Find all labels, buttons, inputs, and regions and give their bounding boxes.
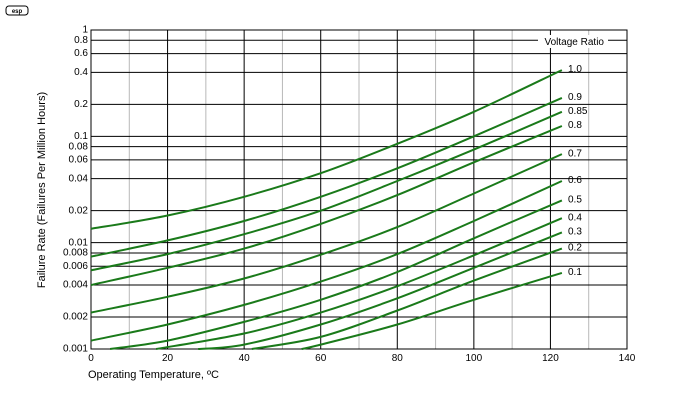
x-tick-label: 40: [239, 353, 251, 364]
series-line-0.8: [90, 125, 563, 286]
y-tick-label: 0.008: [63, 248, 88, 259]
series-label-0.7: 0.7: [568, 148, 582, 159]
series-label-0.8: 0.8: [568, 120, 582, 131]
series-label-0.4: 0.4: [568, 212, 582, 223]
series-labels: 1.0 0.9 0.85 0.8 0.7 0.6 0.5 0.4 0.3 0.2 0.1: [568, 64, 588, 278]
y-tick-label: 0.2: [74, 99, 88, 110]
y-tick-label: 0.004: [63, 280, 88, 291]
series-label-1.0: 1.0: [568, 64, 582, 75]
x-tick-label: 20: [162, 353, 174, 364]
series-line-0.5: [109, 199, 563, 350]
x-axis-title: Operating Temperature, ºC: [88, 369, 219, 381]
x-tick-label: 80: [392, 353, 404, 364]
series-line-0.9: [90, 96, 563, 258]
series-label-0.3: 0.3: [568, 227, 582, 238]
legend-title-background: [538, 35, 608, 48]
series-label-0.5: 0.5: [568, 194, 582, 205]
x-tick-label: 140: [619, 353, 636, 364]
y-tick-label: 0.006: [63, 261, 88, 272]
x-tick-label: 0: [88, 353, 94, 364]
series-line-0.2: [251, 247, 563, 350]
y-tick-label: 1: [82, 25, 88, 36]
series-line-0.6: [90, 180, 563, 342]
y-tick-label: 0.6: [74, 48, 88, 59]
series-line-0.1: [301, 271, 563, 350]
series-line-0.7: [90, 153, 563, 314]
series-label-0.9: 0.9: [568, 92, 582, 103]
x-tick-label: 60: [315, 353, 327, 364]
series-lines: [90, 69, 563, 350]
y-tick-label: 0.8: [74, 35, 88, 46]
series-label-0.2: 0.2: [568, 243, 582, 254]
series-line-0.4: [155, 217, 563, 350]
esp-logo: esp: [5, 5, 29, 16]
legend-title: Voltage Ratio: [545, 37, 605, 48]
y-tick-label: 0.4: [74, 67, 88, 78]
y-tick-label: 0.08: [69, 141, 89, 152]
series-label-0.85: 0.85: [568, 106, 588, 117]
y-tick-label: 0.01: [69, 237, 89, 248]
y-tick-label: 0.02: [69, 205, 89, 216]
y-tick-label: 0.001: [63, 344, 88, 355]
series-line-1.0: [90, 69, 563, 230]
x-tick-label: 120: [542, 353, 559, 364]
esp-logo-text: esp: [12, 9, 23, 15]
series-label-0.1: 0.1: [568, 267, 582, 278]
series-line-0.3: [198, 231, 563, 350]
x-tick-label: 100: [466, 353, 483, 364]
plot-frame: [90, 29, 628, 350]
series-line-0.85: [90, 110, 563, 272]
series-label-0.6: 0.6: [568, 175, 582, 186]
y-tick-label: 0.1: [74, 131, 88, 142]
y-axis-title: Failure Rate (Failures Per Million Hours…: [36, 92, 48, 288]
y-tick-label: 0.04: [69, 173, 89, 184]
x-axis-tick-labels: 0 20 40 60 80 100 120 140: [88, 353, 636, 364]
y-tick-label: 0.002: [63, 312, 88, 323]
y-tick-label: 0.06: [69, 155, 89, 166]
